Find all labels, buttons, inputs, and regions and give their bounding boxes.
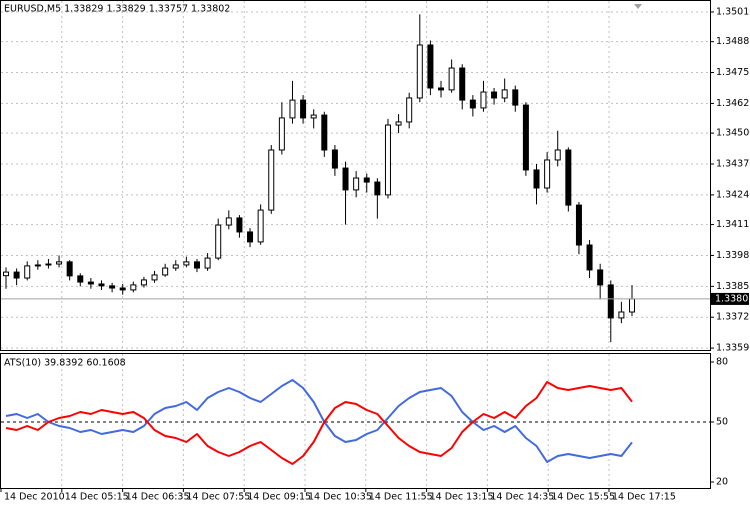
y-tick-label: 80: [716, 357, 728, 368]
candle-body: [533, 169, 540, 189]
candle-body: [268, 149, 275, 211]
x-tick-label: 14 Dec 2010: [4, 492, 65, 503]
candle-body: [395, 121, 402, 126]
indicator-line: [5, 381, 633, 465]
candle-body: [607, 284, 614, 319]
candle-body: [130, 284, 137, 291]
candle-body: [448, 67, 455, 91]
candle-body: [469, 99, 476, 109]
candle-body: [13, 271, 20, 279]
candle-body: [416, 44, 423, 99]
candle-body: [480, 91, 487, 109]
last-price-box: [711, 292, 749, 305]
candle-body: [501, 89, 508, 99]
y-tick-label: 1.33595: [716, 343, 750, 354]
y-tick-label: 1.34500: [716, 128, 750, 139]
y-tick-label: 1.33985: [716, 250, 750, 261]
candle-body: [438, 87, 445, 91]
x-tick-label: 14 Dec 10:35: [308, 492, 372, 503]
candle-body: [236, 217, 243, 233]
candle-body: [597, 269, 604, 286]
y-tick-label: 20: [716, 477, 728, 488]
candle-body: [278, 117, 285, 151]
indicator-panel: [0, 353, 711, 489]
candle-body: [34, 264, 41, 267]
candle-body: [575, 204, 582, 246]
candle-body: [289, 99, 296, 119]
x-tick-label: 14 Dec 05:15: [65, 492, 129, 503]
candle-body: [56, 261, 63, 265]
last-price-label: 1.33802: [715, 293, 750, 304]
x-tick-label: 14 Dec 11:55: [369, 492, 433, 503]
candle-body: [109, 285, 116, 289]
y-tick-label: 1.34240: [716, 189, 750, 200]
candle-body: [544, 159, 551, 189]
candle-body: [363, 177, 370, 183]
x-tick-label: 14 Dec 06:35: [126, 492, 190, 503]
indicator-title: ATS(10) 39.8392 60.1608: [4, 358, 126, 369]
candle-body: [119, 287, 126, 291]
main-panel: [0, 0, 711, 351]
candle-body: [310, 114, 317, 119]
candle-body: [321, 114, 328, 151]
candle-body: [183, 261, 190, 266]
chart-title: EURUSD,M5 1.33829 1.33829 1.33757 1.3380…: [4, 4, 230, 15]
candle-body: [225, 217, 232, 226]
candle-body: [554, 149, 561, 161]
candle-body: [45, 263, 52, 266]
candle-body: [24, 265, 31, 279]
candle-body: [512, 89, 519, 106]
x-tick-label: 14 Dec 15:55: [551, 492, 615, 503]
candle-body: [522, 104, 529, 171]
candle-body: [66, 261, 73, 277]
candle-body: [331, 149, 338, 169]
candle-body: [427, 44, 434, 89]
y-tick-label: 1.33855: [716, 281, 750, 292]
indicator-line: [5, 379, 633, 463]
y-tick-label: 1.34885: [716, 36, 750, 47]
y-tick-label: 1.34370: [716, 159, 750, 170]
candle-body: [257, 209, 264, 243]
candle-body: [406, 97, 413, 123]
candle-body: [618, 311, 625, 319]
x-tick-label: 14 Dec 09:15: [247, 492, 311, 503]
candle-body: [374, 181, 381, 196]
candle-body: [629, 298, 635, 313]
y-tick-label: 1.34625: [716, 98, 750, 109]
candle-body: [151, 274, 158, 281]
y-tick-label: 1.33725: [716, 312, 750, 323]
x-tick-label: 14 Dec 17:15: [612, 492, 676, 503]
shift-marker: [634, 4, 642, 9]
candle-body: [353, 177, 360, 191]
candle-body: [384, 124, 391, 196]
candle-body: [77, 275, 84, 283]
y-tick-label: 1.35010: [716, 6, 750, 17]
candle-body: [215, 224, 222, 259]
candle-body: [162, 267, 169, 276]
candle-body: [87, 281, 94, 285]
candle-body: [3, 271, 9, 277]
x-tick-label: 14 Dec 14:35: [490, 492, 554, 503]
x-tick-label: 14 Dec 07:55: [186, 492, 250, 503]
y-tick-label: 1.34755: [716, 67, 750, 78]
candle-body: [565, 149, 572, 206]
candle-body: [459, 67, 466, 101]
y-tick-label: 1.34115: [716, 219, 750, 230]
x-tick-label: 14 Dec 13:15: [430, 492, 494, 503]
candle-body: [204, 257, 211, 269]
candle-body: [300, 99, 307, 119]
y-tick-label: 50: [716, 417, 728, 428]
candle-body: [247, 231, 254, 243]
candle-body: [342, 167, 349, 191]
candle-body: [586, 244, 593, 271]
candle-body: [172, 264, 179, 269]
candle-body: [193, 261, 200, 269]
candle-body: [98, 283, 105, 287]
candle-body: [491, 91, 498, 99]
candle-body: [140, 279, 147, 286]
